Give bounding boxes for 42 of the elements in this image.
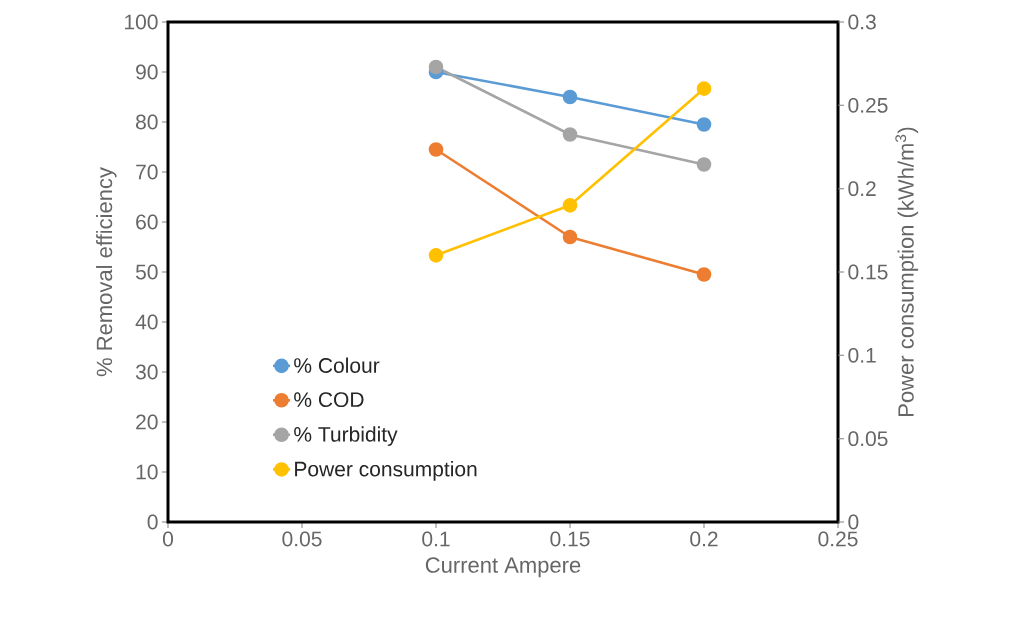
y2-tick-label: 0.05 [848,431,888,447]
y-axis-title: % Removal efficiency [96,167,117,377]
y-tick-label: 90 [136,64,158,80]
y-tick-label: 100 [125,14,158,30]
y2-tick-label: 0.3 [848,14,876,30]
y2-axis-title: Power consumption (kWh/m$^{3}$) [895,127,919,416]
point [696,157,712,172]
y2-tick-label: 0 [848,514,859,530]
y2-tick-label: 0.1 [848,347,876,363]
point [696,117,712,132]
legend-label: % COD [294,392,364,408]
legend-label: Power consumption [295,461,477,481]
x-tick-label: 0.15 [550,531,590,547]
point [562,229,578,245]
point [562,89,578,105]
y-tick-label: 40 [135,314,158,330]
point [428,248,444,263]
point [562,198,578,213]
y-tick-label: 70 [136,164,158,180]
legend-label: % Turbidity [294,426,398,446]
x-tick-label: 0.25 [818,531,858,547]
y2-tick-label: 0.2 [848,181,876,197]
y-tick-label: 0 [147,514,158,530]
legend-label: % Colour [294,357,380,373]
y-tick-label: 10 [136,464,158,480]
x-tick-label: 0.1 [422,531,450,547]
y-tick-label: 60 [136,214,158,230]
y2-tick-label: 0.25 [848,97,888,113]
y-tick-label: 80 [136,114,158,130]
point [696,267,712,282]
y-tick-label: 30 [135,364,158,380]
y-tick-label: 50 [135,264,158,280]
point [428,59,444,75]
x-tick-label: 0.2 [690,531,718,547]
x-axis-title: Current Ampere [425,557,581,578]
x-tick-label: 0.05 [282,531,322,547]
y-tick-label: 20 [136,414,158,430]
point [696,81,712,96]
x-tick-label: 0 [162,531,174,547]
point [428,142,444,157]
point [562,127,578,142]
y2-tick-label: 0.15 [848,264,888,280]
